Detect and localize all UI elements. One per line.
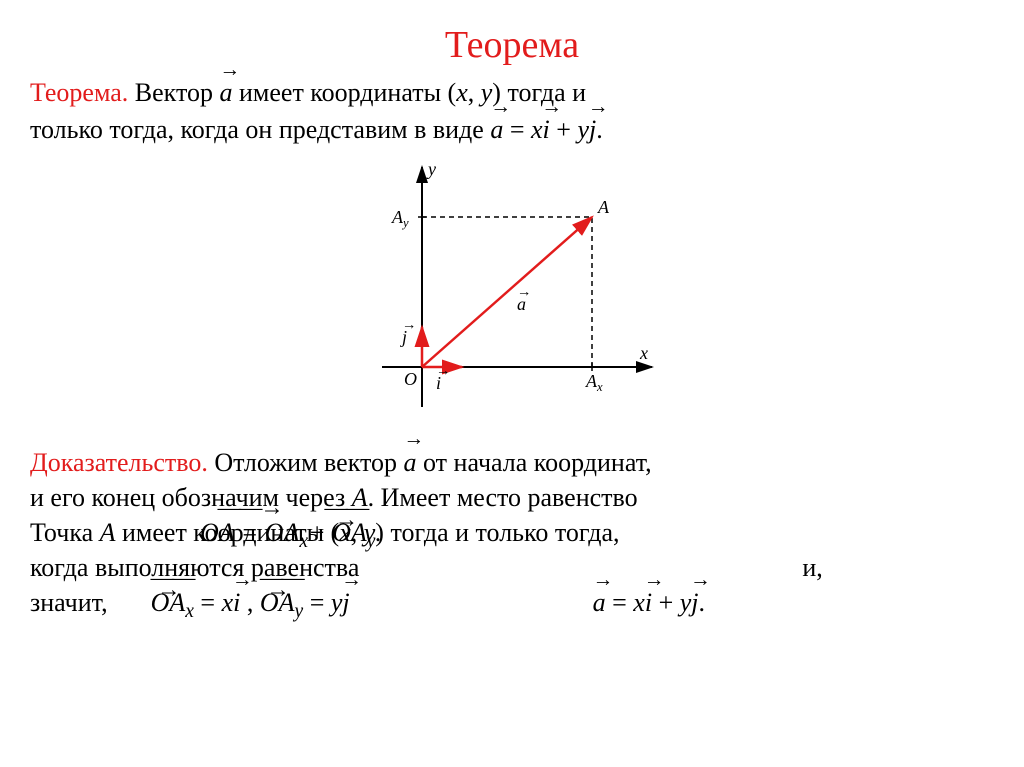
proof-line-2: и его конец обозначим через A. Имеет мес…	[30, 480, 994, 515]
proof-label: Доказательство.	[30, 448, 208, 477]
svg-text:→: →	[436, 363, 450, 379]
var-x: x	[456, 78, 468, 107]
svg-text:→: →	[517, 284, 531, 300]
proof-line-3: Точка A имеет координаты (x, y) тогда и …	[30, 515, 994, 550]
equation-OAx: ——→OAx = →xi , ——→OAy = →yj	[151, 585, 350, 626]
theorem-text-2: имеет координаты (	[239, 78, 456, 107]
overlay-equation: ——→OA = OAx——→ + OAy.	[200, 515, 382, 556]
theorem-statement-2: только тогда, когда он представим в виде…	[30, 112, 994, 147]
proof-text-4b: и,	[802, 553, 822, 582]
vector-a-2: →a	[404, 445, 417, 480]
proof-text-3c: ) тогда и только тогда,	[375, 518, 619, 547]
page-title: Теорема	[30, 20, 994, 71]
proof-text-2: и его конец обозначим через	[30, 483, 352, 512]
comma: ,	[468, 78, 481, 107]
theorem-statement: Теорема. Вектор →a имеет координаты (x, …	[30, 75, 994, 110]
proof-line-5: значит, ——→OAx = →xi , ——→OAy = →yj →a =…	[30, 585, 994, 626]
theorem-equation: →a = →xi + →yj.	[490, 112, 602, 147]
proof-text-3a: Точка	[30, 518, 100, 547]
proof-text-1b: от начала координат,	[423, 448, 652, 477]
vector-a: →a	[220, 75, 233, 110]
svg-text:O: O	[404, 369, 417, 389]
proof-text-1: Отложим вектор	[208, 448, 404, 477]
svg-text:Ay: Ay	[391, 207, 409, 230]
theorem-line2: только тогда, когда он представим в виде	[30, 115, 490, 144]
svg-text:Ax: Ax	[585, 371, 603, 394]
svg-text:x: x	[639, 343, 648, 363]
proof-text-4a: когда выполняются равенства	[30, 553, 359, 582]
theorem-label: Теорема.	[30, 78, 128, 107]
equation-final: →a = →xi + →yj.	[593, 585, 705, 620]
proof-text-2b: . Имеет место равенство	[368, 483, 638, 512]
theorem-text-1: Вектор	[135, 78, 220, 107]
svg-text:→: →	[402, 317, 416, 333]
svg-text:A: A	[597, 197, 610, 217]
coordinate-diagram: yxOAAxAya→i→j→	[30, 157, 994, 426]
proof-line-1: Доказательство. Отложим вектор →a от нач…	[30, 445, 994, 480]
point-A-2: A	[100, 518, 116, 547]
proof-text-5a: значит,	[30, 588, 108, 617]
proof-block: Доказательство. Отложим вектор →a от нач…	[30, 445, 994, 626]
svg-text:y: y	[426, 159, 436, 179]
